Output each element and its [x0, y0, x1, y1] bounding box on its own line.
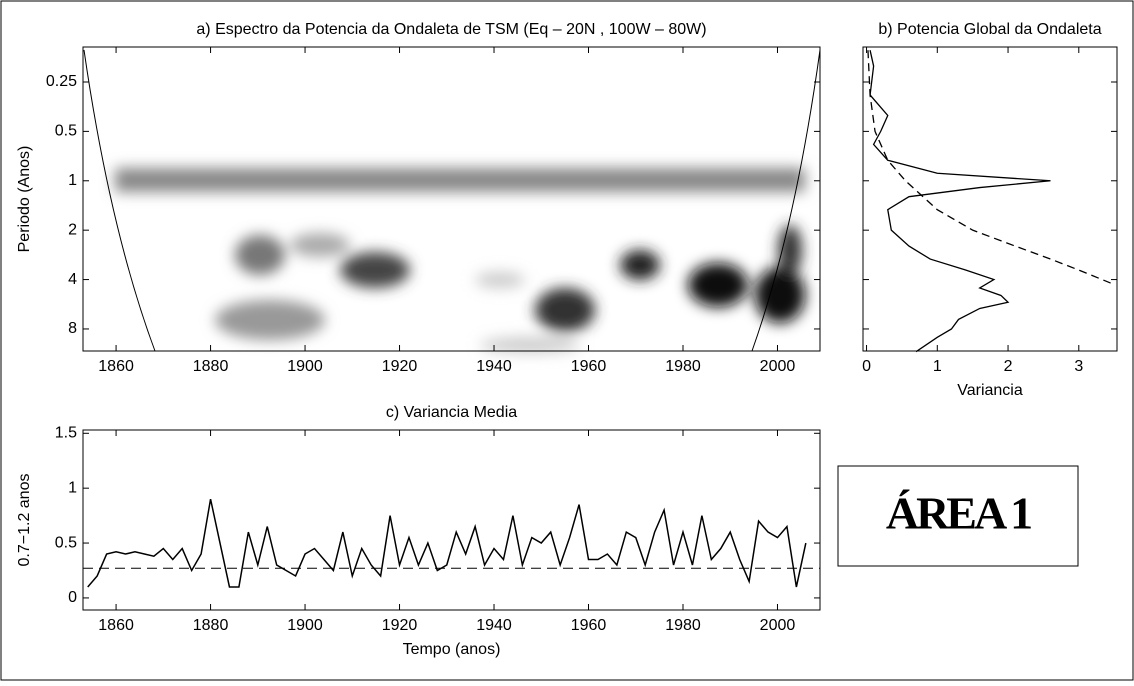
plot-frame: [862, 46, 1118, 352]
x-tick-label: 1980: [665, 358, 701, 375]
x-tick-label: 1900: [287, 358, 323, 375]
panel-title: c) Variancia Media: [386, 404, 517, 421]
x-axis-label: Variancia: [957, 382, 1023, 399]
annotation: ÁREA 1: [886, 488, 1031, 539]
panel-title: b) Potencia Global da Ondaleta: [878, 21, 1101, 38]
x-tick-label: 1860: [98, 358, 134, 375]
y-tick-label: 0.5: [55, 534, 77, 551]
y-axis-label: 0.7−1.2 anos: [16, 474, 33, 567]
panel-title: a) Espectro da Potencia da Ondaleta de T…: [196, 21, 706, 38]
x-tick-label: 1980: [665, 617, 701, 634]
x-tick-label: 1880: [193, 358, 229, 375]
x-axis-label: Tempo (anos): [403, 641, 501, 658]
x-tick-label: 1: [933, 358, 942, 375]
plot-frame: [82, 46, 821, 352]
y-tick-label: 0.5: [55, 123, 77, 140]
spectrum-line: [867, 50, 1111, 284]
x-tick-label: 2000: [760, 358, 796, 375]
x-tick-label: 1900: [287, 617, 323, 634]
y-tick-label: 0.25: [46, 73, 77, 90]
x-tick-label: 1880: [193, 617, 229, 634]
y-tick-label: 8: [68, 320, 77, 337]
cone-of-influence: [83, 49, 156, 352]
x-tick-label: 2: [1004, 358, 1013, 375]
x-tick-label: 1920: [382, 358, 418, 375]
y-tick-label: 1: [68, 172, 77, 189]
y-tick-label: 1.5: [55, 425, 77, 442]
y-tick-label: 4: [68, 271, 77, 288]
x-tick-label: 1940: [476, 358, 512, 375]
y-tick-label: 0: [68, 589, 77, 606]
x-tick-label: 1960: [571, 358, 607, 375]
plot-frame: [82, 429, 821, 611]
y-tick-label: 2: [68, 221, 77, 238]
wavelet-power: [115, 168, 805, 353]
x-tick-label: 1940: [476, 617, 512, 634]
x-tick-label: 1920: [382, 617, 418, 634]
cone-of-influence: [751, 49, 821, 352]
annotation-box: [837, 465, 1079, 567]
y-axis-label: Periodo (Anos): [16, 146, 33, 253]
x-tick-label: 1960: [571, 617, 607, 634]
x-tick-label: 0: [862, 358, 871, 375]
x-tick-label: 1860: [98, 617, 134, 634]
y-tick-label: 1: [68, 479, 77, 496]
series-line: [87, 498, 807, 588]
x-tick-label: 2000: [760, 617, 796, 634]
spectrum-line: [869, 50, 1051, 353]
x-tick-label: 3: [1074, 358, 1083, 375]
